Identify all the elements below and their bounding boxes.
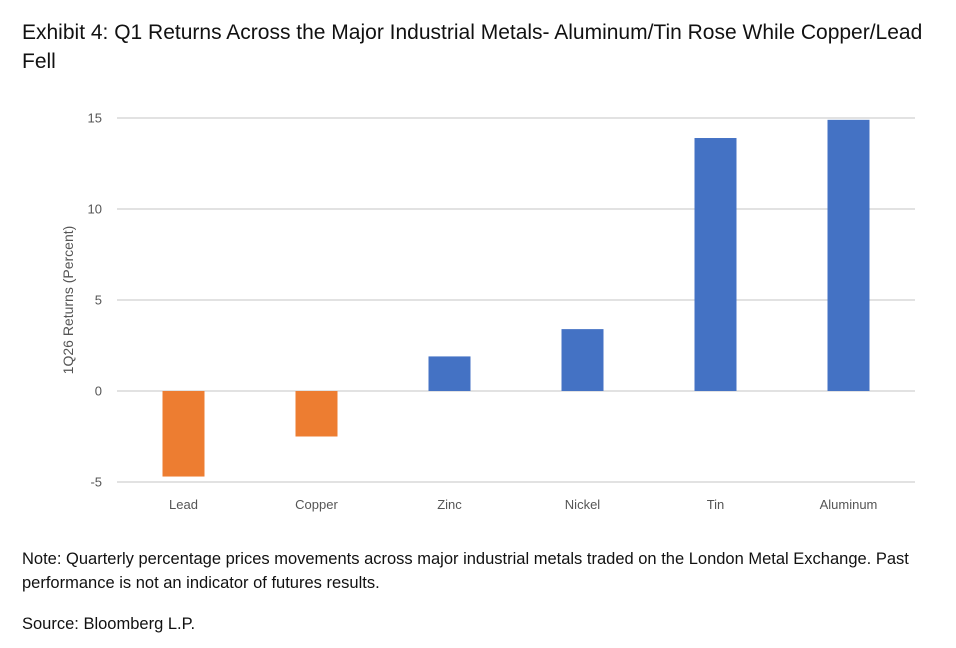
bar-nickel — [561, 329, 604, 391]
chart-source: Source: Bloomberg L.P. — [22, 615, 196, 633]
bar-zinc — [428, 356, 471, 391]
y-tick-label: 15 — [88, 111, 102, 126]
y-axis-label: 1Q26 Returns (Percent) — [60, 226, 76, 375]
x-tick-label: Lead — [169, 497, 198, 512]
y-tick-label: 5 — [95, 293, 102, 308]
bar-tin — [694, 138, 737, 391]
bar-chart: -5 0 5 10 15 Lead Copper Zinc Nickel Tin Aluminum 1… — [60, 111, 915, 512]
bar-copper — [295, 391, 338, 437]
x-tick-label: Nickel — [565, 497, 601, 512]
bar-lead — [162, 391, 205, 477]
y-tick-label: -5 — [90, 475, 102, 490]
x-tick-label: Zinc — [437, 497, 462, 512]
y-tick-label: 10 — [88, 202, 102, 217]
bar-aluminum — [827, 119, 870, 391]
x-tick-label: Copper — [295, 497, 338, 512]
x-tick-label: Aluminum — [820, 497, 878, 512]
chart-note: Note: Quarterly percentage prices moveme… — [22, 550, 909, 592]
x-tick-label: Tin — [707, 497, 725, 512]
y-tick-label: 0 — [95, 384, 102, 399]
chart-title: Exhibit 4: Q1 Returns Across the Major I… — [22, 21, 923, 73]
